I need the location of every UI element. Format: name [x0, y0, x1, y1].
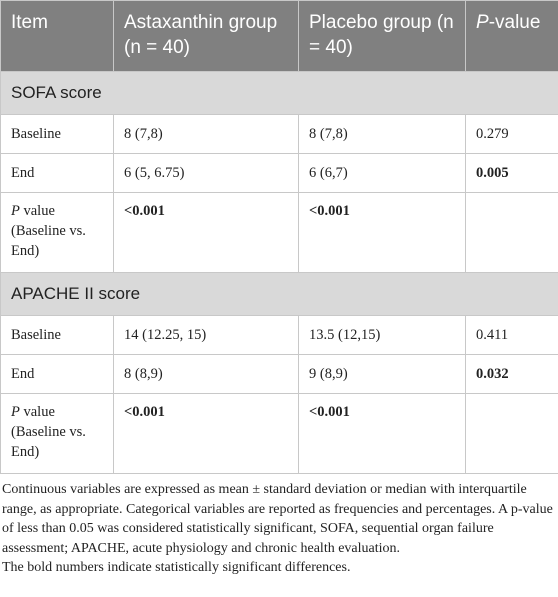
cell: 0.005 — [465, 153, 558, 193]
header-row: Item Astaxanthin group (n = 40) Placebo … — [0, 0, 558, 72]
italic-p: P — [11, 203, 20, 219]
cell-text: value (Baseline vs. End) — [11, 203, 86, 259]
cell: 0.279 — [465, 114, 558, 154]
row: End 6 (5, 6.75) 6 (6,7) 0.005 — [0, 153, 558, 193]
cell: Baseline — [0, 315, 114, 355]
cell: P value (Baseline vs. End) — [0, 192, 114, 273]
header-cell: Astaxanthin group (n = 40) — [113, 0, 299, 72]
row: End 8 (8,9) 9 (8,9) 0.032 — [0, 354, 558, 394]
italic-p: P — [476, 12, 489, 33]
row: P value (Baseline vs. End) <0.001 <0.001 — [0, 192, 558, 273]
cell: End — [0, 354, 114, 394]
header-cell: Item — [0, 0, 114, 72]
cell: 0.411 — [465, 315, 558, 355]
cell — [465, 192, 558, 273]
cell: 8 (7,8) — [113, 114, 299, 154]
bold-value: 0.005 — [476, 165, 509, 181]
italic-p: P — [11, 404, 20, 420]
cell: 6 (5, 6.75) — [113, 153, 299, 193]
cell: Baseline — [0, 114, 114, 154]
row: Baseline 8 (7,8) 8 (7,8) 0.279 — [0, 114, 558, 154]
cell: 8 (7,8) — [298, 114, 466, 154]
section-title: SOFA score — [0, 71, 558, 115]
footnote: Continuous variables are expressed as me… — [2, 482, 553, 556]
row: P value (Baseline vs. End) <0.001 <0.001 — [0, 393, 558, 474]
cell: <0.001 — [298, 192, 466, 273]
cell: P value (Baseline vs. End) — [0, 393, 114, 474]
footnotes: Continuous variables are expressed as me… — [0, 474, 558, 578]
cell: 0.032 — [465, 354, 558, 394]
header-text: -value — [488, 12, 541, 33]
bold-value: <0.001 — [124, 203, 165, 219]
cell: 13.5 (12,15) — [298, 315, 466, 355]
row: Baseline 14 (12.25, 15) 13.5 (12,15) 0.4… — [0, 315, 558, 355]
footnote: The bold numbers indicate statistically … — [2, 560, 351, 575]
bold-value: <0.001 — [309, 203, 350, 219]
cell: <0.001 — [113, 192, 299, 273]
cell: <0.001 — [113, 393, 299, 474]
section-row: SOFA score — [0, 71, 558, 115]
cell: End — [0, 153, 114, 193]
header-cell: Placebo group (n = 40) — [298, 0, 466, 72]
cell-text: value (Baseline vs. End) — [11, 404, 86, 460]
bold-value: <0.001 — [309, 404, 350, 420]
bold-value: <0.001 — [124, 404, 165, 420]
cell: 9 (8,9) — [298, 354, 466, 394]
cell: 6 (6,7) — [298, 153, 466, 193]
cell: <0.001 — [298, 393, 466, 474]
cell — [465, 393, 558, 474]
bold-value: 0.032 — [476, 366, 509, 382]
cell: 8 (8,9) — [113, 354, 299, 394]
section-row: APACHE II score — [0, 272, 558, 316]
header-cell: P-value — [465, 0, 558, 72]
results-table: Item Astaxanthin group (n = 40) Placebo … — [0, 0, 558, 474]
section-title: APACHE II score — [0, 272, 558, 316]
cell: 14 (12.25, 15) — [113, 315, 299, 355]
